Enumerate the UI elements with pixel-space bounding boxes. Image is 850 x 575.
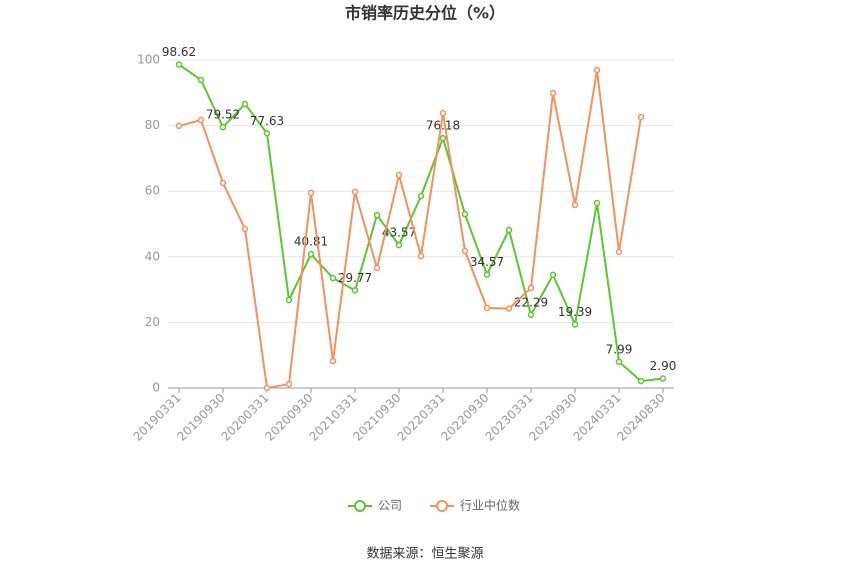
data-point (461, 210, 469, 218)
data-point (197, 76, 205, 84)
data-point (483, 271, 491, 278)
data-point (593, 66, 601, 74)
data-point (593, 199, 601, 207)
data-label: 7.99 (606, 342, 633, 356)
data-label: 43.57 (382, 226, 416, 240)
data-point (373, 264, 381, 272)
data-point (329, 357, 337, 365)
data-label: 22.29 (514, 295, 548, 309)
data-label: 79.52 (206, 108, 240, 122)
y-tick-label: 100 (137, 53, 160, 67)
data-point (527, 311, 535, 319)
source: 数据来源：恒生聚源 (366, 547, 483, 562)
series-line (178, 70, 642, 390)
data-point (241, 100, 249, 108)
data-label: 40.81 (294, 235, 328, 249)
data-point (175, 122, 183, 130)
data-point (505, 305, 513, 312)
data-point (637, 113, 645, 121)
legend-label: 公司 (378, 499, 402, 513)
y-tick-label: 0 (152, 381, 160, 395)
data-point (351, 188, 359, 196)
y-tick-label: 80 (145, 118, 160, 132)
data-point (417, 192, 425, 200)
data-point (395, 171, 403, 179)
data-point (373, 211, 381, 219)
data-point (241, 225, 249, 233)
data-point (527, 284, 535, 292)
data-point (175, 61, 183, 68)
data-point (615, 358, 623, 366)
data-point (307, 250, 315, 258)
x-tick-label: 20240830 (615, 391, 668, 444)
data-label: 2.90 (650, 359, 677, 373)
data-label: 19.39 (558, 305, 592, 319)
data-point (395, 241, 403, 249)
data-point (637, 377, 645, 385)
y-tick-label: 60 (145, 184, 160, 198)
legend-marker (354, 500, 366, 512)
data-point (307, 189, 315, 197)
data-point (219, 179, 227, 187)
data-point (285, 296, 293, 304)
data-label: 77.63 (250, 114, 284, 128)
data-point (263, 130, 271, 137)
data-label: 98.62 (162, 45, 196, 59)
data-point (351, 287, 359, 294)
data-point (659, 375, 667, 382)
data-label: 34.57 (470, 255, 504, 269)
legend-marker (436, 500, 449, 512)
y-tick-label: 40 (145, 249, 160, 263)
data-point (197, 116, 205, 124)
y-tick-label: 20 (145, 315, 160, 329)
data-point (549, 271, 557, 279)
data-point (461, 247, 469, 255)
data-point (329, 274, 337, 282)
legend-label: 行业中位数 (460, 498, 520, 513)
data-point (285, 380, 293, 388)
data-point (615, 248, 623, 256)
data-point (439, 109, 447, 117)
data-point (571, 321, 579, 328)
data-point (219, 123, 227, 131)
data-point (505, 226, 513, 234)
data-point (483, 304, 491, 312)
data-label: 29.77 (338, 271, 372, 285)
data-point (571, 201, 579, 209)
data-point (263, 384, 271, 392)
data-point (417, 252, 425, 260)
chart-title: 市销率历史分位（%） (345, 4, 505, 23)
data-point (439, 134, 447, 142)
data-label: 76.18 (426, 119, 460, 133)
data-point (549, 89, 557, 97)
